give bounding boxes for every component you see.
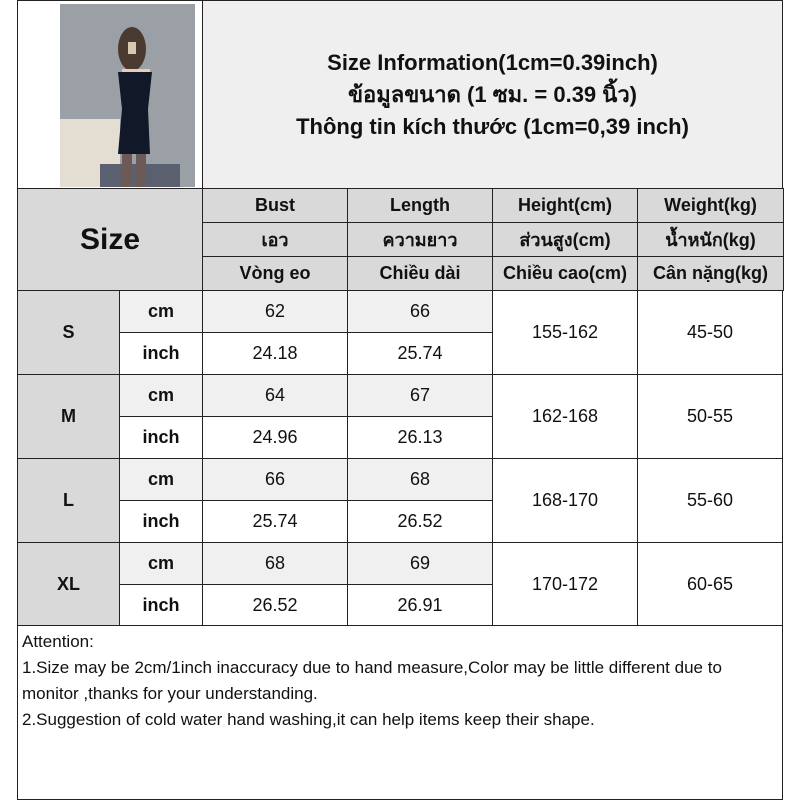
length-inch: 26.91 xyxy=(347,584,493,627)
bust-cm: 68 xyxy=(202,542,348,585)
column-header-vi: Chiều cao(cm) xyxy=(492,256,638,291)
column-header-th: น้ำหนัก(kg) xyxy=(637,222,784,257)
column-header-en: Weight(kg) xyxy=(637,188,784,223)
attention-notes: Attention: 1.Size may be 2cm/1inch inacc… xyxy=(17,625,783,800)
length-inch: 25.74 xyxy=(347,332,493,375)
unit-cm: cm xyxy=(119,290,203,333)
title-vietnamese: Thông tin kích thước (1cm=0,39 inch) xyxy=(296,114,689,139)
length-cm: 68 xyxy=(347,458,493,501)
title-english: Size Information(1cm=0.39inch) xyxy=(327,50,658,75)
column-header-th: ความยาว xyxy=(347,222,493,257)
length-inch: 26.52 xyxy=(347,500,493,543)
unit-inch: inch xyxy=(119,332,203,375)
bust-cm: 64 xyxy=(202,374,348,417)
bust-inch: 24.18 xyxy=(202,332,348,375)
column-header-vi: Chiều dài xyxy=(347,256,493,291)
weight-range: 55-60 xyxy=(637,458,783,543)
bust-inch: 25.74 xyxy=(202,500,348,543)
attention-heading: Attention: xyxy=(22,632,94,651)
column-header-th: ส่วนสูง(cm) xyxy=(492,222,638,257)
unit-cm: cm xyxy=(119,374,203,417)
bust-inch: 26.52 xyxy=(202,584,348,627)
size-label: XL xyxy=(17,542,120,627)
size-label: M xyxy=(17,374,120,459)
weight-range: 50-55 xyxy=(637,374,783,459)
height-range: 168-170 xyxy=(492,458,638,543)
unit-inch: inch xyxy=(119,500,203,543)
unit-cm: cm xyxy=(119,542,203,585)
column-header-en: Bust xyxy=(202,188,348,223)
unit-cm: cm xyxy=(119,458,203,501)
length-cm: 69 xyxy=(347,542,493,585)
weight-range: 60-65 xyxy=(637,542,783,627)
attention-note-1: 1.Size may be 2cm/1inch inaccuracy due t… xyxy=(22,658,722,703)
size-info-title: Size Information(1cm=0.39inch) ข้อมูลขนา… xyxy=(202,0,783,190)
bust-inch: 24.96 xyxy=(202,416,348,459)
size-label: L xyxy=(17,458,120,543)
size-header: Size xyxy=(17,188,203,291)
column-header-en: Length xyxy=(347,188,493,223)
weight-range: 45-50 xyxy=(637,290,783,375)
height-range: 170-172 xyxy=(492,542,638,627)
title-thai: ข้อมูลขนาด (1 ซม. = 0.39 นิ้ว) xyxy=(347,82,637,107)
length-cm: 67 xyxy=(347,374,493,417)
column-header-vi: Cân nặng(kg) xyxy=(637,256,784,291)
column-header-en: Height(cm) xyxy=(492,188,638,223)
column-header-vi: Vòng eo xyxy=(202,256,348,291)
unit-inch: inch xyxy=(119,584,203,627)
bust-cm: 66 xyxy=(202,458,348,501)
length-inch: 26.13 xyxy=(347,416,493,459)
product-photo xyxy=(60,4,195,187)
attention-note-2: 2.Suggestion of cold water hand washing,… xyxy=(22,710,595,729)
height-range: 155-162 xyxy=(492,290,638,375)
size-label: S xyxy=(17,290,120,375)
bust-cm: 62 xyxy=(202,290,348,333)
product-photo-cell xyxy=(17,0,203,190)
column-header-th: เอว xyxy=(202,222,348,257)
length-cm: 66 xyxy=(347,290,493,333)
height-range: 162-168 xyxy=(492,374,638,459)
unit-inch: inch xyxy=(119,416,203,459)
